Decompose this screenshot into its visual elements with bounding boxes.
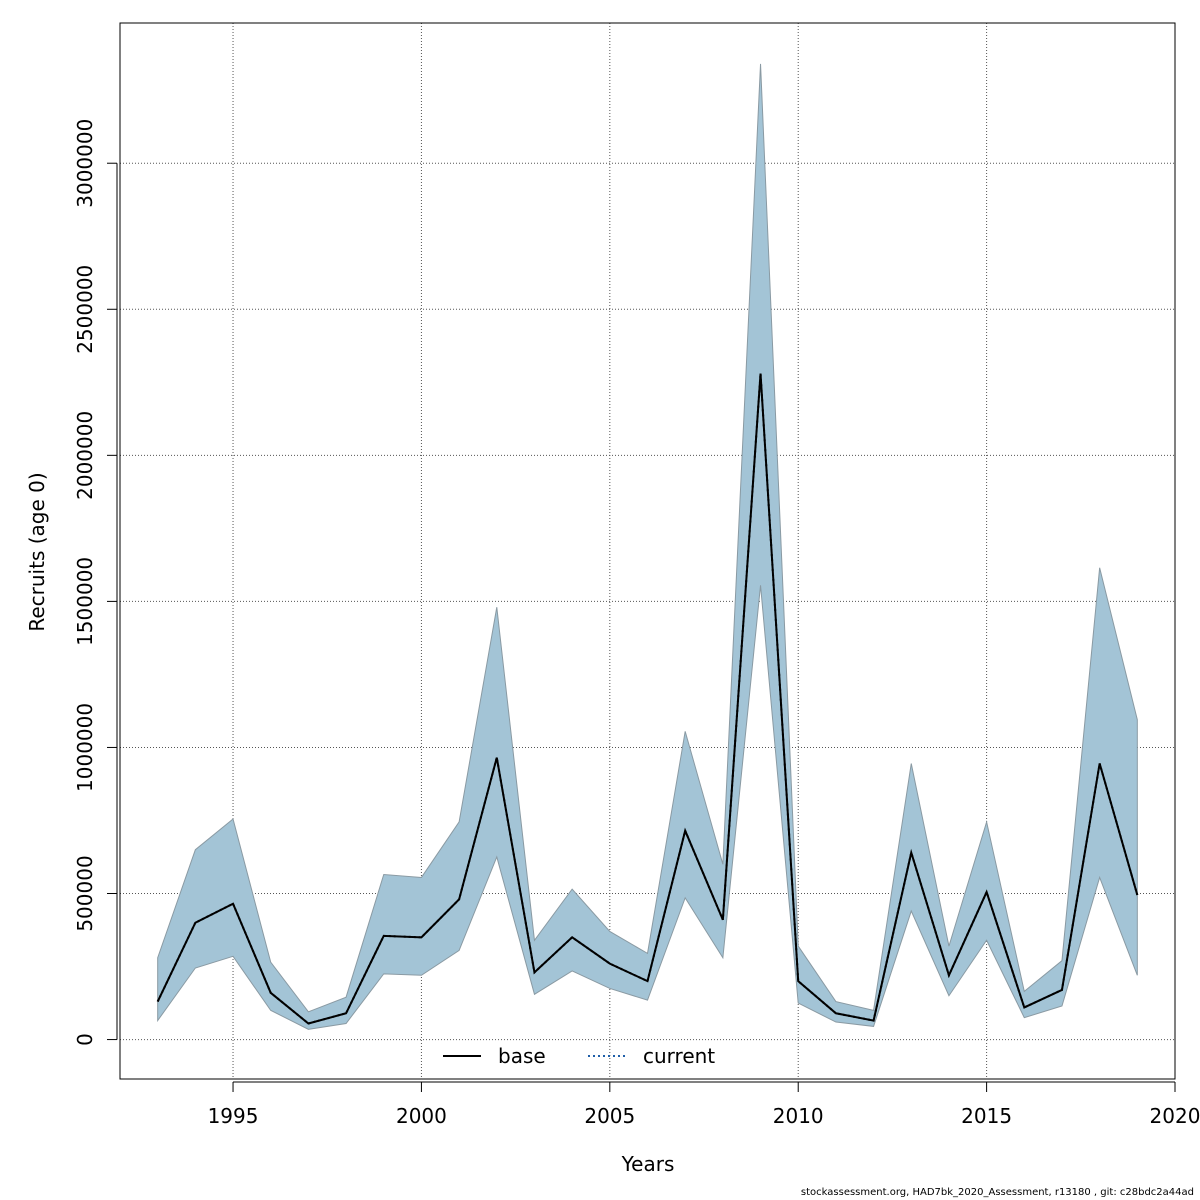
- confidence-band-area: [157, 63, 1138, 1030]
- x-axis: 1995 2000 2005 2010 2015 2020: [208, 1081, 1200, 1128]
- plot-frame: [119, 22, 1176, 1080]
- series-line-base: [156, 373, 1139, 1025]
- y-tick-label-2000000: 2000000: [73, 411, 97, 500]
- y-tick-label-1000000: 1000000: [73, 703, 97, 792]
- y-axis-title: Recruits (age 0): [25, 472, 49, 631]
- x-tick-label-2015: 2015: [961, 1104, 1012, 1128]
- y-tick-label-3000000: 3000000: [73, 119, 97, 208]
- y-axis: 0 500000 1000000 1500000 2000000 2500000 30000…: [73, 119, 118, 1046]
- x-tick-label-2010: 2010: [773, 1104, 824, 1128]
- legend: base current: [443, 1044, 715, 1068]
- legend-label-base: base: [498, 1044, 546, 1068]
- x-axis-title: Years: [621, 1152, 675, 1176]
- y-tick-label-1500000: 1500000: [73, 557, 97, 646]
- x-tick-label-2000: 2000: [396, 1104, 447, 1128]
- footer-credit: stockassessment.org, HAD7bk_2020_Assessm…: [800, 1187, 1194, 1198]
- y-tick-label-0: 0: [73, 1033, 97, 1046]
- confidence-band: [157, 63, 1138, 1030]
- y-tick-label-500000: 500000: [73, 855, 97, 931]
- legend-label-current: current: [643, 1044, 715, 1068]
- series-lines: [156, 373, 1139, 1025]
- x-tick-label-2020: 2020: [1150, 1104, 1200, 1128]
- x-tick-label-1995: 1995: [208, 1104, 259, 1128]
- grid-lines: [120, 23, 1176, 1079]
- x-tick-label-2005: 2005: [584, 1104, 635, 1128]
- y-tick-label-2500000: 2500000: [73, 265, 97, 354]
